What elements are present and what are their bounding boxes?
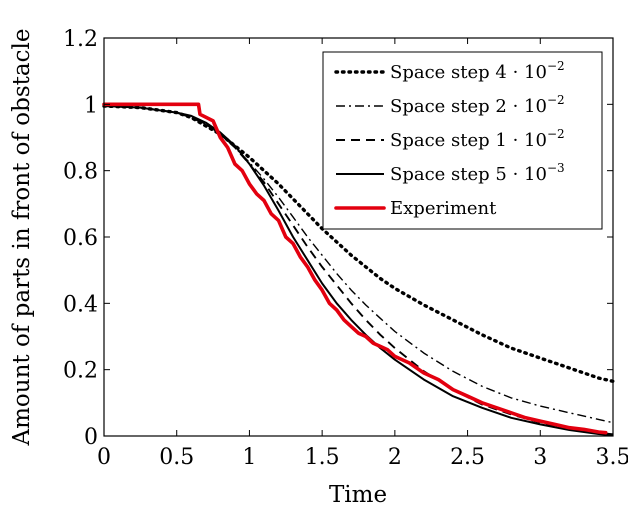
x-tick-label: 1 xyxy=(242,445,256,470)
x-tick-label: 2.5 xyxy=(450,445,485,470)
x-tick-label: 0 xyxy=(97,445,111,470)
y-axis-label: Amount of parts in front of obstacle xyxy=(9,29,35,447)
y-tick-label: 0.2 xyxy=(63,359,98,384)
legend-label-1: Space step 4 · 10−2 xyxy=(390,59,565,83)
series-line-1 xyxy=(102,104,615,383)
x-tick-label: 3.5 xyxy=(596,445,628,470)
y-tick-label: 0.4 xyxy=(63,292,98,317)
x-axis-label: Time xyxy=(329,482,387,508)
x-tick-label: 0.5 xyxy=(159,445,194,470)
series-line-5 xyxy=(102,102,608,435)
legend: Space step 4 · 10−2 Space step 2 · 10−2 Sp… xyxy=(322,51,603,230)
series-line-2 xyxy=(103,105,614,424)
y-tick-label: 0.6 xyxy=(63,226,98,251)
y-tick-label: 1 xyxy=(84,93,98,118)
x-tick-label: 1.5 xyxy=(305,445,340,470)
x-tick-label: 2 xyxy=(388,445,402,470)
legend-label-4: Space step 5 · 10−3 xyxy=(390,161,565,185)
y-tick-label: 0 xyxy=(84,425,98,450)
plot-lines xyxy=(102,102,615,437)
axis-ticks: 0 0.5 1 1.5 2 2.5 3 3.5 0 0.2 0.4 0.6 0.8 1 1.2 xyxy=(63,27,628,470)
legend-label-3: Space step 1 · 10−2 xyxy=(390,127,565,151)
y-tick-label: 0.8 xyxy=(63,160,98,185)
legend-label-5: Experiment xyxy=(390,198,497,219)
series-line-4 xyxy=(103,105,614,437)
legend-label-2: Space step 2 · 10−2 xyxy=(390,93,565,117)
y-tick-label: 1.2 xyxy=(63,27,98,52)
x-tick-label: 3 xyxy=(533,445,547,470)
